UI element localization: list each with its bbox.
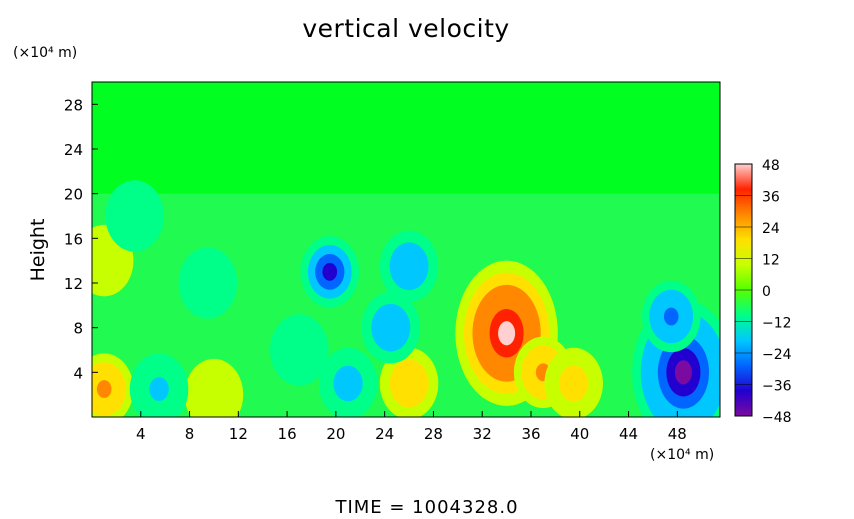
contour-downdraft-9-level-3 [322, 262, 338, 281]
colorbar-tick-label--12: −12 [762, 316, 792, 332]
x-tick-label-40: 40 [570, 425, 589, 443]
x-tick-label-4: 4 [136, 425, 146, 443]
contour-downdraft-7-level-5 [674, 360, 692, 385]
y-tick-label-28: 28 [64, 96, 83, 114]
contour-updraft-6-level-1 [92, 242, 119, 279]
x-tick-label-44: 44 [619, 425, 638, 443]
plot-frame [91, 81, 721, 418]
contour-downdraft-11-level-2 [381, 315, 401, 340]
y-tick-label-8: 8 [73, 320, 83, 338]
x-tick-label-32: 32 [473, 425, 492, 443]
contour-updraft-0-level-5 [498, 321, 516, 346]
y-tick-label-4: 4 [73, 364, 83, 382]
y-tick-label-16: 16 [64, 230, 83, 248]
velocity-field [92, 180, 720, 417]
contour-updraft-2-level-3 [96, 380, 112, 399]
x-axis: 4 8 12 16 20 24 28 32 36 40 44 48 [136, 411, 687, 443]
x-tick-label-24: 24 [375, 425, 394, 443]
colorbar-tick-label-36: 36 [762, 190, 780, 206]
colorbar-tick-label-12: 12 [762, 253, 780, 269]
colorbar-tick-label-0: 0 [762, 284, 771, 300]
contour-updraft-4-level-1 [559, 365, 589, 402]
colorbar-tick-label--24: −24 [762, 347, 792, 363]
contour-downdraft-15-level-1 [120, 198, 150, 234]
contour-downdraft-16-level-0 [270, 314, 329, 386]
x-tick-label-36: 36 [521, 425, 540, 443]
y-tick-label-12: 12 [64, 275, 83, 293]
x-tick-label-12: 12 [229, 425, 248, 443]
contour-downdraft-14-level-1 [193, 265, 223, 301]
colorbar-tick-label-24: 24 [762, 221, 780, 237]
contour-updraft-3-level-2 [399, 371, 419, 396]
x-tick-label-48: 48 [668, 425, 687, 443]
chart-title: vertical velocity [302, 14, 510, 43]
contour-downdraft-10-level-2 [399, 254, 419, 279]
x-tick-label-20: 20 [326, 425, 345, 443]
contour-updraft-5-level-0 [184, 358, 244, 417]
contour-downdraft-8-level-3 [663, 307, 679, 326]
x-tick-label-8: 8 [185, 425, 195, 443]
x-tick-label-28: 28 [424, 425, 443, 443]
contour-downdraft-13-level-1 [333, 365, 363, 402]
contour-downdraft-12-level-2 [149, 377, 169, 401]
x-axis-unit: (×10⁴ m) [650, 447, 715, 463]
time-label: TIME = 1004328.0 [335, 497, 519, 518]
y-axis-unit: (×10⁴ m) [13, 45, 78, 61]
x-tick-label-16: 16 [278, 425, 297, 443]
colorbar-tick-label-48: 48 [762, 158, 780, 174]
y-tick-label-24: 24 [64, 141, 83, 159]
y-tick-label-20: 20 [64, 186, 83, 204]
y-axis: 4 8 12 16 20 24 28 [64, 96, 98, 382]
colorbar-tick-label--36: −36 [762, 379, 792, 395]
colorbar: 48 36 24 12 0 −12 −24 −36 −48 [734, 158, 792, 426]
colorbar-tick-label--48: −48 [762, 410, 792, 426]
